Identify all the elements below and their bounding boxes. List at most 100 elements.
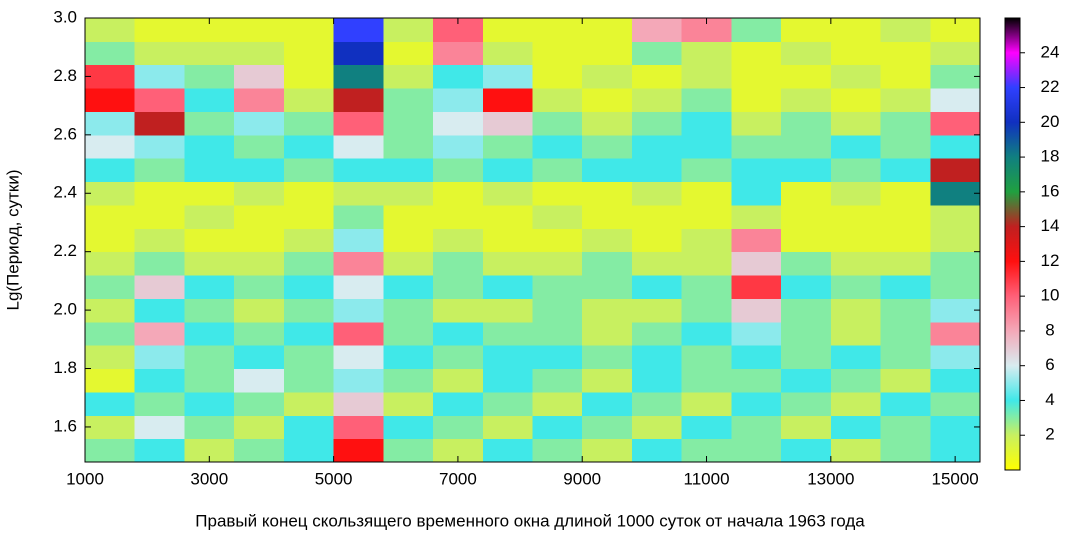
heat-cell [681,88,732,112]
heat-cell [184,438,235,463]
heat-cell [482,204,533,229]
y-tick-label: 2.8 [53,66,77,85]
heat-cell [582,204,633,229]
heat-cell [283,134,335,159]
heat-cell [930,251,981,276]
heat-cell [283,345,335,370]
heat-cell [681,275,732,299]
heat-cell [433,275,484,299]
heat-cell [681,321,732,346]
heat-cell [731,111,782,136]
heat-cell [781,415,832,440]
heat-cell [582,298,633,323]
heat-cell [880,18,931,42]
heat-cell [134,368,185,393]
heat-cell [532,415,583,440]
heat-cell [930,111,981,136]
heat-cell [731,298,782,323]
heat-cell [482,345,533,370]
heat-cell [880,181,931,206]
heat-cell [582,41,633,66]
heat-cell [830,275,882,299]
heat-cell [85,41,136,66]
heat-cell [234,204,285,229]
heat-cell [184,321,235,346]
heat-cell [333,251,384,276]
heat-cell [781,41,832,66]
heat-cell [134,134,185,159]
heat-cell [184,345,235,370]
heat-cell [830,345,882,370]
heat-cell [731,391,782,416]
colorbar-tick-label: 6 [1045,355,1054,374]
heat-cell [184,204,235,229]
heat-cell [383,275,434,299]
heat-cell [681,228,732,253]
heat-cell [731,345,782,370]
heat-cell [234,275,285,299]
heat-cell [433,181,484,206]
heat-cell [383,368,434,393]
heat-cell [781,251,832,276]
heat-cell [731,321,782,346]
heat-cell [781,368,832,393]
heat-cell [631,158,683,183]
heat-cell [482,298,533,323]
heat-cell [134,251,185,276]
heat-cell [383,181,434,206]
colorbar [1004,17,1021,471]
heat-cell [930,298,981,323]
heat-cell [234,438,285,463]
heat-cell [433,41,484,66]
heat-cell [532,111,583,136]
heat-cell [433,134,484,159]
heat-cell [333,111,384,136]
heat-cell [134,18,185,42]
heat-cell [134,41,185,66]
heat-cell [482,368,533,393]
heat-cell [383,134,434,159]
heat-cell [930,321,981,346]
heat-cell [781,111,832,136]
heat-cell [433,345,484,370]
heat-cell [134,158,185,183]
heat-cell [433,415,484,440]
y-axis-label: Lg(Период, сутки) [3,169,22,310]
heat-cell [532,204,583,229]
heat-cell [283,88,335,112]
y-tick-label: 2.6 [53,124,77,143]
heat-cell [134,438,185,463]
heat-cell [383,298,434,323]
colorbar-tick-label: 12 [1041,251,1060,270]
heat-cell [482,415,533,440]
heat-cell [333,41,384,66]
heat-cell [781,134,832,159]
heat-cell [433,64,484,89]
heat-cell [234,64,285,89]
heat-cell [134,275,185,299]
heat-cell [184,251,235,276]
heat-cell [880,415,931,440]
heat-cell [383,228,434,253]
heat-cell [85,134,136,159]
heat-cell [781,275,832,299]
heat-cell [781,204,832,229]
y-tick-label: 2.2 [53,241,77,260]
heat-cell [85,345,136,370]
heat-cell [731,158,782,183]
heat-cell [134,228,185,253]
y-tick-label: 2.0 [53,300,77,319]
heat-cell [781,391,832,416]
heat-cell [631,18,683,42]
heat-cell [134,181,185,206]
heat-cell [532,368,583,393]
heat-cell [681,181,732,206]
heat-cell [383,18,434,42]
heat-cell [482,18,533,42]
heat-cell [830,204,882,229]
heat-cell [383,204,434,229]
colorbar-tick-label: 10 [1041,286,1060,305]
heat-cell [681,158,732,183]
heat-cell [134,204,185,229]
